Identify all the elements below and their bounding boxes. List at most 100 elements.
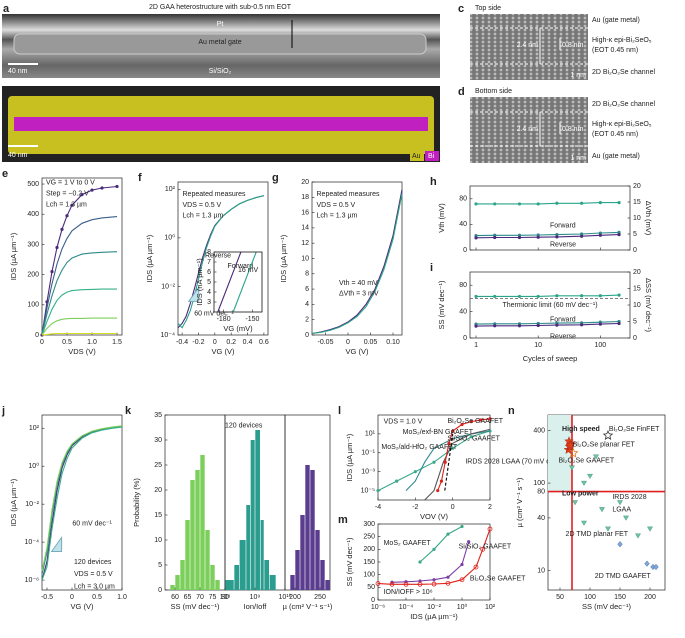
series-label: Forward <box>228 263 254 270</box>
marker <box>60 227 64 231</box>
marker <box>80 193 84 197</box>
y2-tick-label: 15 <box>633 199 641 206</box>
marker <box>555 235 559 239</box>
marker <box>90 188 94 192</box>
marker <box>569 465 575 471</box>
plot-frame <box>41 414 123 591</box>
marker <box>432 578 436 582</box>
y-tick-label: 10² <box>165 186 176 193</box>
marker <box>443 460 447 464</box>
x-tick-label: -0.5 <box>41 594 53 601</box>
x-tick-label: 60 <box>171 594 179 601</box>
x-tick-label: 0 <box>40 339 44 346</box>
histogram-bar <box>205 530 210 590</box>
marker <box>50 269 54 274</box>
series-line <box>177 195 265 329</box>
y-axis-label: Probability (%) <box>132 478 141 527</box>
y-tick-label: 80 <box>459 196 467 203</box>
image-label: Si/SiO₂ <box>209 68 232 75</box>
series-line <box>377 528 491 585</box>
histogram-bar <box>195 470 200 590</box>
panel-label: k <box>125 405 132 417</box>
y-tick-label: 200 <box>363 546 375 553</box>
histogram-bar <box>305 465 310 590</box>
marker <box>617 541 623 548</box>
marker <box>555 294 559 298</box>
y-tick-label: 35 <box>154 412 162 419</box>
y-tick-label: 18 <box>301 194 309 201</box>
histogram-bar <box>290 575 295 590</box>
image-label: Au (gate metal) <box>592 17 640 24</box>
plot-frame <box>164 414 226 591</box>
annotation: VDS = 1.0 V <box>384 419 423 426</box>
panel-title: Top side <box>475 5 501 12</box>
inset-background <box>213 251 263 313</box>
y-tick-label: 200 <box>27 271 39 278</box>
annotation: Lch = 1.3 µm <box>317 213 358 220</box>
marker <box>602 429 614 440</box>
marker <box>493 202 497 206</box>
y-tick-label: 10⁻⁶ <box>25 577 39 584</box>
series-line <box>311 193 403 335</box>
series-label: IRDS 2028 LGAA (70 mV dec⁻¹) <box>465 459 566 466</box>
marker <box>445 580 451 586</box>
series-label: MoS₂ GAAFET <box>384 540 432 547</box>
marker <box>65 214 69 218</box>
marker <box>517 202 522 206</box>
y2-axis-label: ΔVth (mV) <box>644 201 653 236</box>
stem-image <box>470 97 588 163</box>
marker <box>599 507 605 513</box>
x-tick-label: 0.5 <box>92 594 102 601</box>
marker <box>447 441 451 445</box>
marker <box>480 546 486 552</box>
marker <box>460 422 464 427</box>
y-tick-label: 8 <box>207 249 211 256</box>
marker <box>473 564 479 570</box>
marker <box>493 324 497 328</box>
x-axis-label: SS (mV dec⁻¹) <box>171 602 220 611</box>
x-tick-label: 1.0 <box>87 339 97 346</box>
annotation: 60 mV dec⁻¹ <box>72 520 112 527</box>
series-line <box>476 202 620 205</box>
y-tick-label: 6 <box>207 269 211 276</box>
marker <box>479 418 483 422</box>
y-tick-label: 5 <box>207 279 211 286</box>
y-tick-label: 40 <box>459 221 467 228</box>
x-tick-label: 50 <box>556 594 564 601</box>
x-tick-label: 2 <box>488 504 492 511</box>
marker <box>580 201 584 205</box>
y-tick-label: 10¹ <box>365 431 376 438</box>
marker <box>587 473 593 479</box>
panel-label: j <box>1 405 5 417</box>
x-tick-label: 0 <box>213 339 217 346</box>
annotation: VDS = 0.5 V <box>317 202 356 209</box>
y-tick-label: 20 <box>154 487 162 494</box>
series-line <box>475 234 620 239</box>
histogram-bar <box>300 515 305 590</box>
histogram-bar <box>175 575 180 590</box>
series-line <box>41 425 123 572</box>
panel-title: Bottom side <box>475 88 512 95</box>
dimension-label: 2.4 nm <box>517 42 539 49</box>
plot-frame <box>224 414 286 591</box>
legend-label: Bi <box>428 153 435 160</box>
y-tick-label: 7 <box>207 259 211 266</box>
marker <box>474 202 478 206</box>
series-line <box>475 231 620 237</box>
x-tick-label: -2 <box>412 504 418 511</box>
x-axis-label: Cycles of sweep <box>523 354 578 363</box>
series-line <box>217 251 242 313</box>
x-tick-label: 0.2 <box>226 339 236 346</box>
annotation: LGAA <box>612 506 631 513</box>
marker <box>451 446 455 450</box>
y2-axis-label: ΔSS (mV dec⁻¹) <box>644 278 653 332</box>
x-axis-label: IDS (µA µm⁻¹) <box>410 612 458 621</box>
marker <box>493 294 497 299</box>
highlight-region <box>548 415 572 492</box>
histogram-bar <box>295 550 300 590</box>
marker <box>644 560 650 567</box>
marker <box>460 524 464 529</box>
x-tick-label: 65 <box>184 594 192 601</box>
marker <box>517 324 522 328</box>
y-tick-label: 10⁻² <box>25 501 39 508</box>
